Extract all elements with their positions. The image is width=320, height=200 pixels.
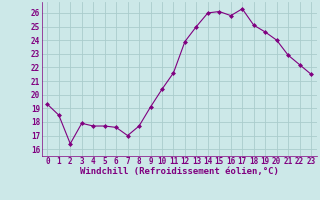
X-axis label: Windchill (Refroidissement éolien,°C): Windchill (Refroidissement éolien,°C) [80, 167, 279, 176]
